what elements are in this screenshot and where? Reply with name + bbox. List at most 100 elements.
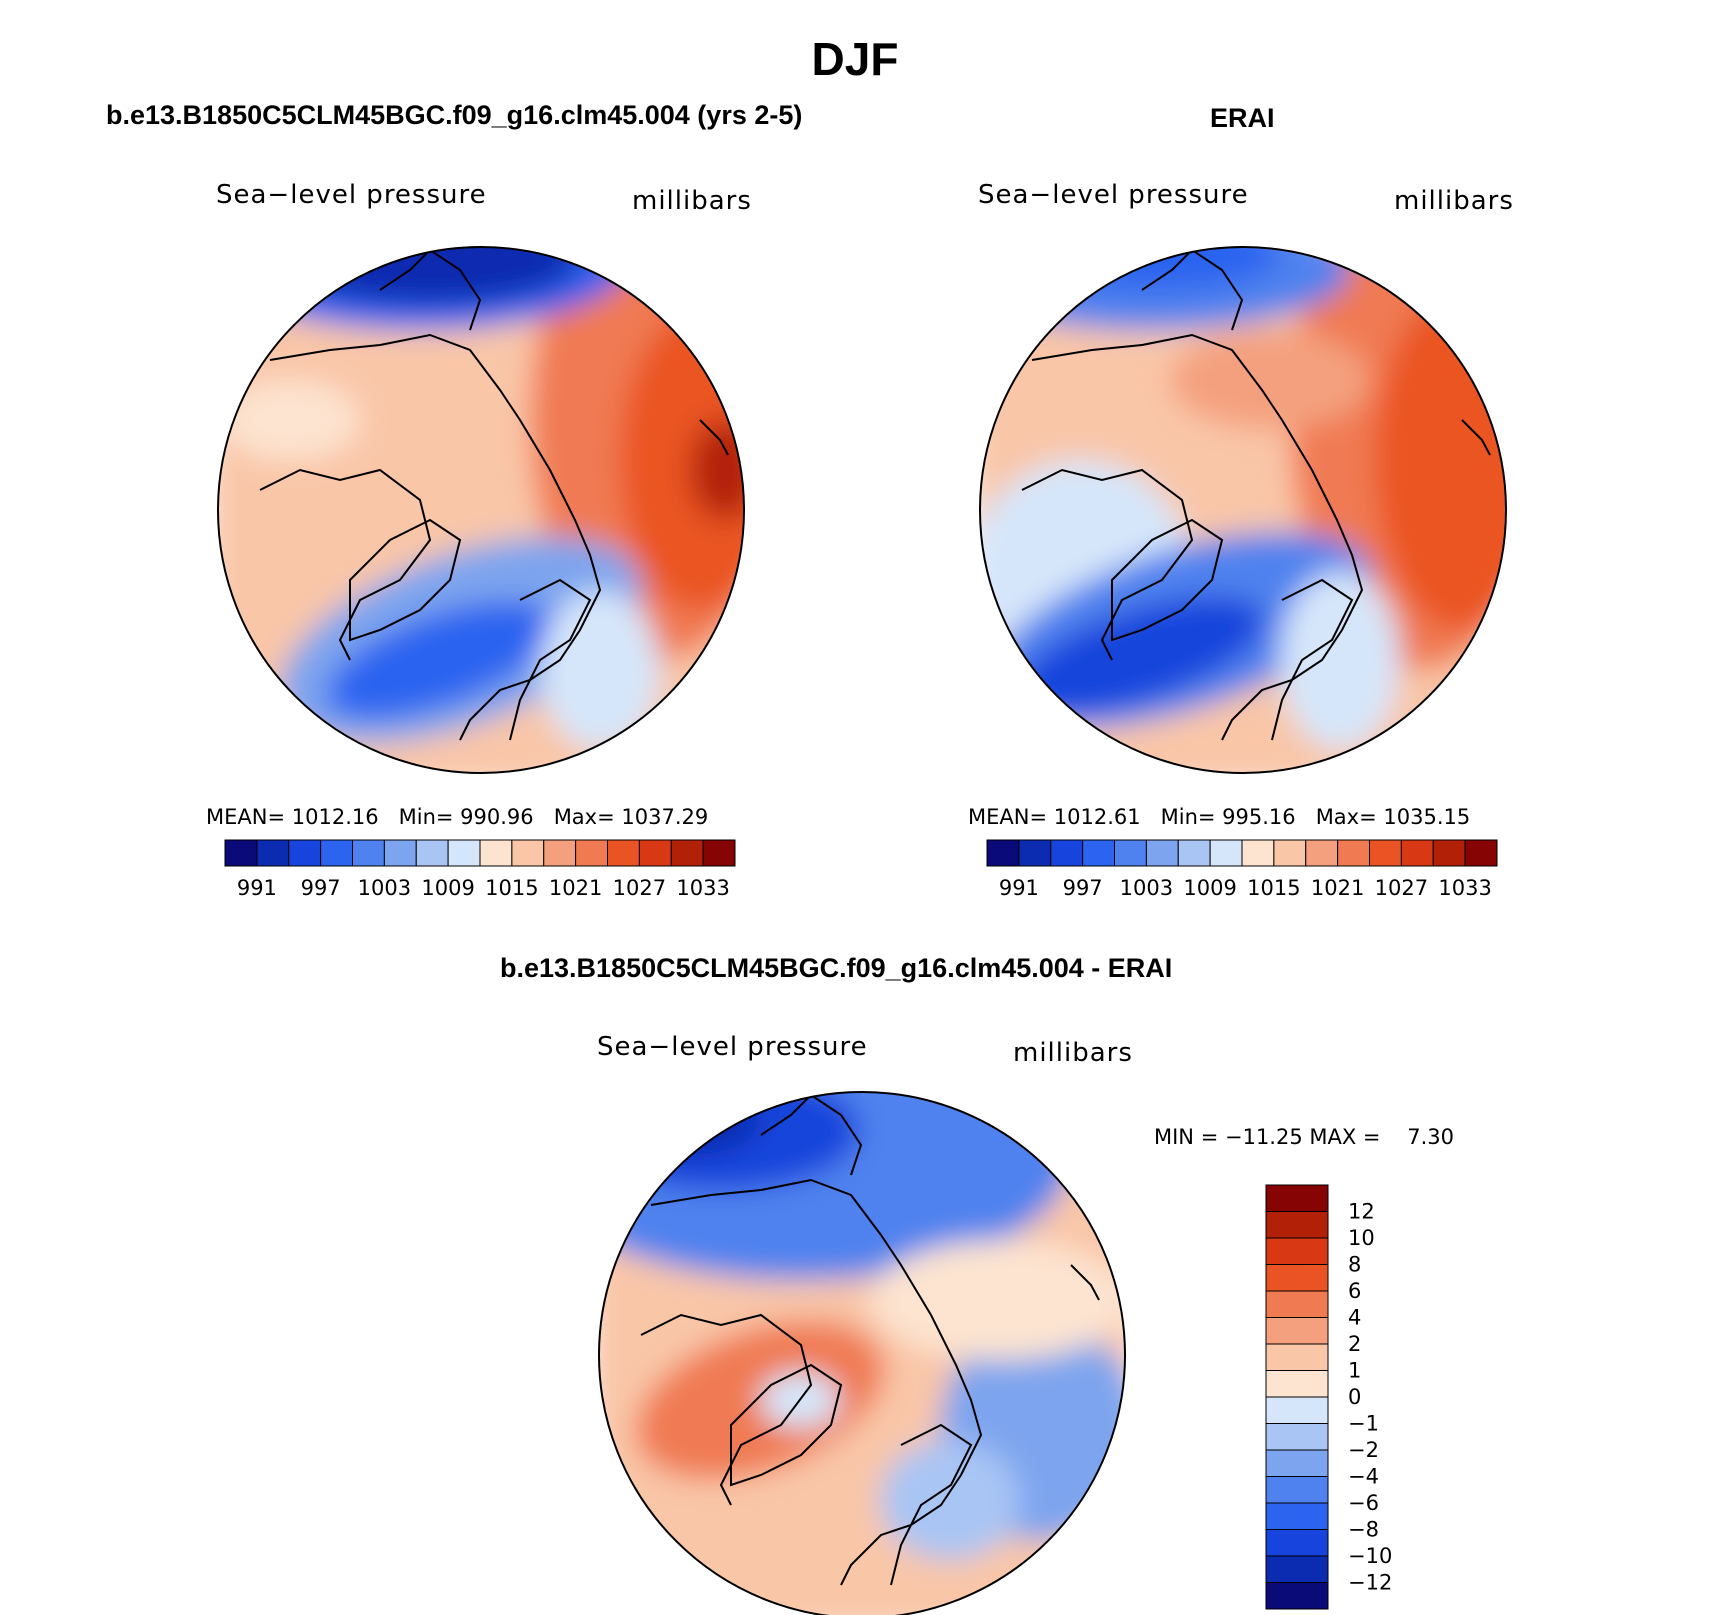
- diff-colorbar-tick-label: 4: [1348, 1306, 1361, 1330]
- panel2-mean-label: MEAN=: [968, 805, 1048, 829]
- figure-title: DJF: [811, 33, 899, 85]
- panel2-colorbar-tick-label: 1021: [1311, 876, 1364, 900]
- diff-colorbar-tick-label: −6: [1348, 1491, 1379, 1515]
- diff-colorbar-tick-label: 2: [1348, 1332, 1361, 1356]
- panel2-colorbar-swatch-15: [1464, 839, 1498, 867]
- panel1-max-value: 1037.29: [621, 805, 709, 829]
- panel2-colorbar-swatch-14: [1432, 839, 1466, 867]
- map2-coastline-bering: [1141, 248, 1244, 331]
- panel1-max-label: Max=: [553, 805, 615, 829]
- diff-colorbar-swatch-14: [1265, 1555, 1329, 1583]
- diff-colorbar-tick-label: −10: [1348, 1544, 1392, 1568]
- diff-colorbar-tick-label: −12: [1348, 1571, 1392, 1595]
- diff-colorbar-swatch-2: [1265, 1237, 1329, 1265]
- diff-max-value: 7.30: [1407, 1125, 1455, 1149]
- map1-greenland-outline: [349, 518, 462, 642]
- panel1-colorbar-swatch-5: [383, 839, 417, 867]
- panel2-colorbar-swatch-13: [1400, 839, 1434, 867]
- panel1-colorbar-swatch-8: [479, 839, 513, 867]
- panel2-units-label: millibars: [1394, 186, 1514, 216]
- panel2-colorbar-swatch-11: [1337, 839, 1370, 867]
- panel2-colorbar-swatch-6: [1177, 839, 1211, 867]
- diff-colorbar-swatch-7: [1265, 1370, 1329, 1398]
- panel2-colorbar-swatch-2: [1050, 839, 1084, 867]
- map3-boundary: [598, 1091, 1126, 1615]
- map1-weak-low: [540, 590, 660, 750]
- map3-coastline-eurasia: [650, 1178, 983, 1586]
- panel1-run-title: b.e13.B1850C5CLM45BGC.f09_g16.clm45.004 …: [106, 100, 803, 130]
- panel1-colorbar-tick-label: 1033: [676, 876, 729, 900]
- map2-low-atlantic-core: [1015, 596, 1265, 714]
- panel2-colorbar-swatch-8: [1241, 839, 1275, 867]
- panel2-colorbar-swatch-7: [1209, 839, 1243, 867]
- map1-coastline-eurasia: [269, 333, 602, 741]
- panel2-colorbar-tick-label: 1033: [1438, 876, 1491, 900]
- panel1-colorbar-tick-label: 991: [237, 876, 277, 900]
- map1-coastline-scandinavia: [509, 578, 592, 741]
- panel2-stats: MEAN= 1012.61 Min= 995.16 Max= 1035.15: [968, 805, 1470, 829]
- diff-colorbar-swatch-6: [1265, 1343, 1329, 1371]
- panel2-variable-label: Sea−level pressure: [978, 180, 1249, 210]
- panel1-colorbar-tick-label: 1009: [421, 876, 474, 900]
- map3-coastline-bering: [760, 1093, 863, 1176]
- panel2-colorbar-tick-label: 997: [1063, 876, 1103, 900]
- panel1-colorbar-tick-label: 1027: [613, 876, 666, 900]
- panel2-run-title: ERAI: [1210, 103, 1275, 133]
- panel1-min-value: 990.96: [460, 805, 534, 829]
- diff-colorbar-swatch-1: [1265, 1211, 1329, 1239]
- panel1-min-label: Min=: [398, 805, 454, 829]
- map1-high-max: [690, 420, 744, 520]
- panel2-colorbar-swatch-9: [1273, 839, 1307, 867]
- panel2-colorbar-swatch-1: [1018, 839, 1052, 867]
- panel1-colorbar-tick-label: 997: [301, 876, 341, 900]
- diff-colorbar-swatch-13: [1265, 1529, 1329, 1557]
- map1-low-north-core: [280, 247, 580, 305]
- panel2-max-value: 1035.15: [1383, 805, 1471, 829]
- map2-weak-low: [1280, 570, 1400, 750]
- panel1-colorbar-tick-label: 1015: [485, 876, 538, 900]
- map2-coastline-sakhalin: [1461, 419, 1491, 456]
- panel1-colorbar-tick-label: 1021: [549, 876, 602, 900]
- panel1-colorbar-swatch-9: [511, 839, 545, 867]
- diff-colorbar-swatch-15: [1265, 1582, 1329, 1610]
- panel2-colorbar-swatch-3: [1082, 839, 1115, 867]
- panel1-colorbar-swatch-13: [638, 839, 672, 867]
- diff-colorbar-swatch-5: [1265, 1317, 1329, 1345]
- diff-colorbar-swatch-12: [1265, 1502, 1329, 1530]
- diff-colorbar-swatch-0: [1265, 1184, 1329, 1212]
- diff-colorbar-swatch-11: [1265, 1476, 1329, 1504]
- diff-run-title: b.e13.B1850C5CLM45BGC.f09_g16.clm45.004 …: [500, 953, 1173, 983]
- panel2-colorbar: 991 997 1003 1009 1015 1021 1027 1033: [986, 839, 1498, 900]
- diff-colorbar-swatch-10: [1265, 1449, 1329, 1477]
- diff-colorbar-tick-label: −1: [1348, 1412, 1379, 1436]
- map1-neutral-west: [220, 380, 360, 460]
- panel1-colorbar-swatch-15: [702, 839, 736, 867]
- map2-high-arctic: [1170, 330, 1370, 430]
- panel1-colorbar-swatch-4: [352, 839, 385, 867]
- diff-colorbar-tick-label: −2: [1348, 1438, 1379, 1462]
- diff-max-label: MAX =: [1309, 1125, 1381, 1149]
- panel2-max-label: Max=: [1315, 805, 1377, 829]
- diff-colorbar-tick-label: 10: [1348, 1226, 1375, 1250]
- panel1-colorbar: 991 997 1003 1009 1015 1021 1027 1033: [224, 839, 736, 900]
- panel2-min-label: Min=: [1160, 805, 1216, 829]
- panel2-colorbar-tick-label: 1015: [1247, 876, 1300, 900]
- diff-colorbar-swatch-9: [1265, 1423, 1329, 1451]
- panel2-colorbar-tick-label: 1003: [1120, 876, 1173, 900]
- diff-colorbar-tick-label: 1: [1348, 1359, 1361, 1383]
- map2-low-north-core: [1040, 247, 1280, 290]
- map3-greenland-outline: [730, 1363, 843, 1487]
- map2-coastline-scandinavia: [1271, 578, 1354, 741]
- diff-colorbar-tick-label: −4: [1348, 1465, 1379, 1489]
- map3-negative-core: [599, 1092, 860, 1190]
- panel1-variable-label: Sea−level pressure: [216, 180, 487, 210]
- map2-greenland-outline: [1111, 518, 1224, 642]
- diff-colorbar-swatch-4: [1265, 1290, 1329, 1318]
- panel1-colorbar-swatch-3: [320, 839, 353, 867]
- panel1-colorbar-swatch-0: [224, 839, 258, 867]
- map3-coastline-sakhalin: [1070, 1264, 1100, 1301]
- panel1-colorbar-swatch-12: [607, 839, 640, 867]
- panel2-colorbar-tick-label: 1009: [1183, 876, 1236, 900]
- panel1-colorbar-swatch-1: [256, 839, 290, 867]
